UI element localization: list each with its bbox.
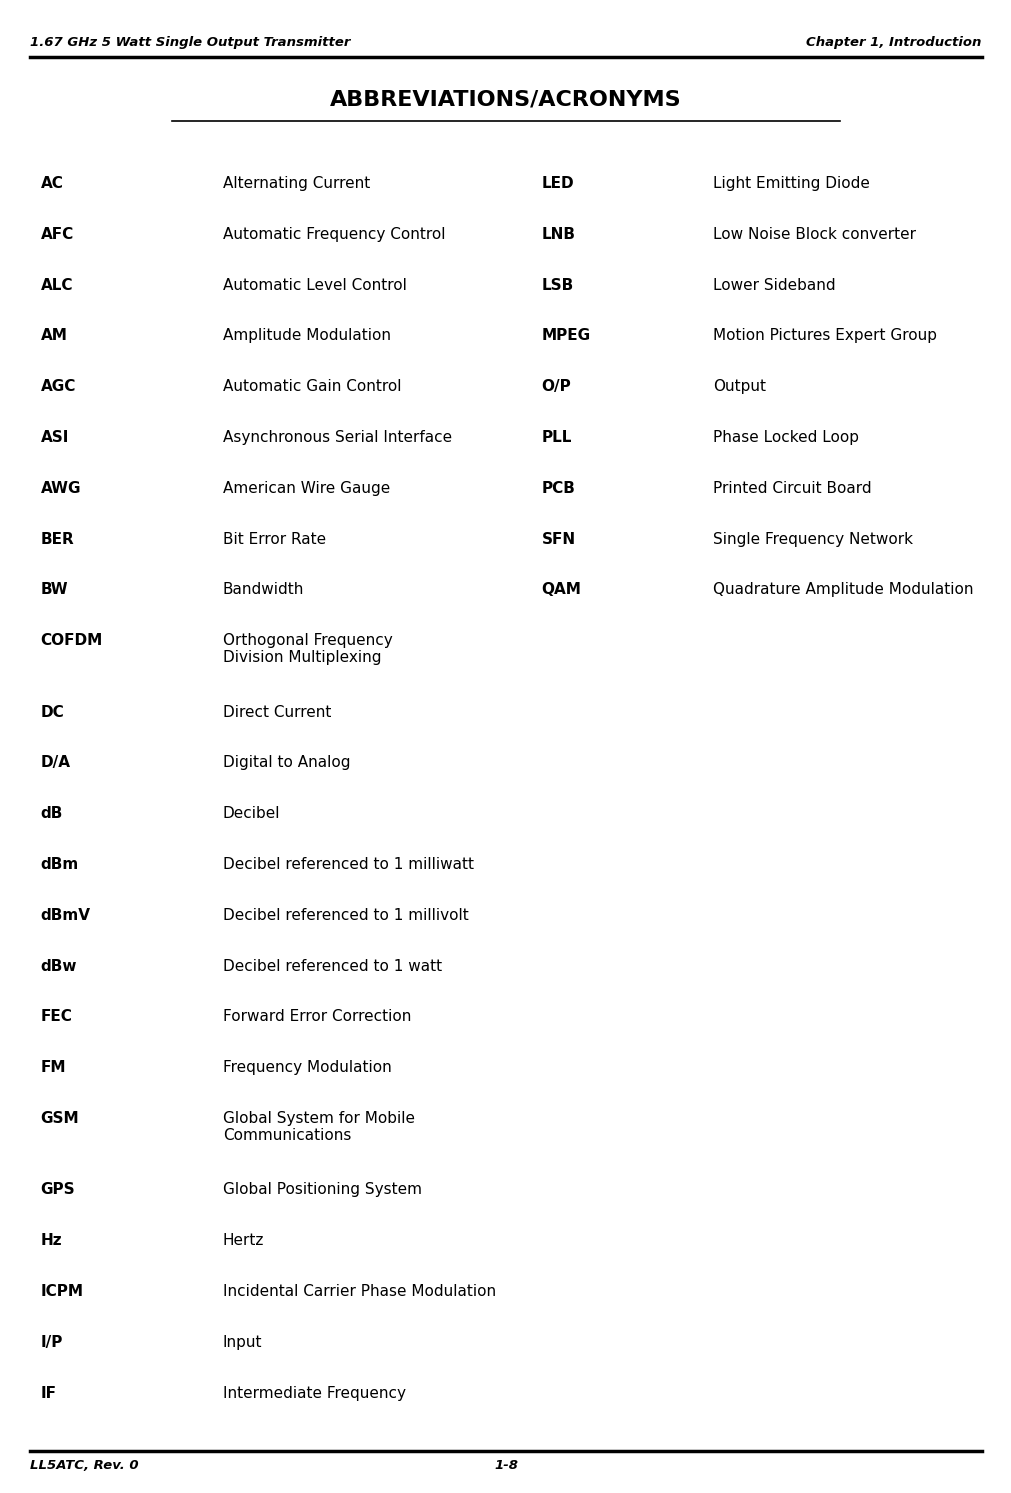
Text: Global System for Mobile
Communications: Global System for Mobile Communications (222, 1111, 415, 1144)
Text: Intermediate Frequency: Intermediate Frequency (222, 1386, 405, 1400)
Text: Hertz: Hertz (222, 1233, 264, 1248)
Text: GSM: GSM (40, 1111, 79, 1126)
Text: AM: AM (40, 328, 68, 343)
Text: 1-8: 1-8 (493, 1459, 518, 1472)
Text: I/P: I/P (40, 1335, 63, 1350)
Text: Chapter 1, Introduction: Chapter 1, Introduction (806, 36, 981, 49)
Text: Automatic Frequency Control: Automatic Frequency Control (222, 227, 445, 242)
Text: Bit Error Rate: Bit Error Rate (222, 532, 326, 546)
Text: Asynchronous Serial Interface: Asynchronous Serial Interface (222, 430, 451, 445)
Text: Decibel: Decibel (222, 806, 280, 821)
Text: ASI: ASI (40, 430, 69, 445)
Text: Hz: Hz (40, 1233, 62, 1248)
Text: dBm: dBm (40, 857, 79, 872)
Text: MPEG: MPEG (541, 328, 590, 343)
Text: Incidental Carrier Phase Modulation: Incidental Carrier Phase Modulation (222, 1284, 495, 1299)
Text: Direct Current: Direct Current (222, 705, 331, 720)
Text: Bandwidth: Bandwidth (222, 582, 303, 597)
Text: Light Emitting Diode: Light Emitting Diode (713, 176, 869, 191)
Text: Quadrature Amplitude Modulation: Quadrature Amplitude Modulation (713, 582, 973, 597)
Text: AWG: AWG (40, 481, 81, 496)
Text: Decibel referenced to 1 millivolt: Decibel referenced to 1 millivolt (222, 908, 468, 923)
Text: Amplitude Modulation: Amplitude Modulation (222, 328, 390, 343)
Text: Digital to Analog: Digital to Analog (222, 755, 350, 770)
Text: ALC: ALC (40, 278, 73, 293)
Text: Orthogonal Frequency
Division Multiplexing: Orthogonal Frequency Division Multiplexi… (222, 633, 392, 666)
Text: Input: Input (222, 1335, 262, 1350)
Text: BER: BER (40, 532, 74, 546)
Text: PCB: PCB (541, 481, 574, 496)
Text: ICPM: ICPM (40, 1284, 83, 1299)
Text: PLL: PLL (541, 430, 571, 445)
Text: FEC: FEC (40, 1009, 72, 1024)
Text: QAM: QAM (541, 582, 580, 597)
Text: LED: LED (541, 176, 573, 191)
Text: Decibel referenced to 1 watt: Decibel referenced to 1 watt (222, 959, 442, 973)
Text: Output: Output (713, 379, 765, 394)
Text: D/A: D/A (40, 755, 71, 770)
Text: FM: FM (40, 1060, 66, 1075)
Text: Low Noise Block converter: Low Noise Block converter (713, 227, 916, 242)
Text: Single Frequency Network: Single Frequency Network (713, 532, 913, 546)
Text: Decibel referenced to 1 milliwatt: Decibel referenced to 1 milliwatt (222, 857, 473, 872)
Text: LSB: LSB (541, 278, 573, 293)
Text: AGC: AGC (40, 379, 76, 394)
Text: Global Positioning System: Global Positioning System (222, 1182, 422, 1197)
Text: Frequency Modulation: Frequency Modulation (222, 1060, 391, 1075)
Text: LL5ATC, Rev. 0: LL5ATC, Rev. 0 (30, 1459, 139, 1472)
Text: 1.67 GHz 5 Watt Single Output Transmitter: 1.67 GHz 5 Watt Single Output Transmitte… (30, 36, 351, 49)
Text: American Wire Gauge: American Wire Gauge (222, 481, 389, 496)
Text: COFDM: COFDM (40, 633, 103, 648)
Text: LNB: LNB (541, 227, 575, 242)
Text: Phase Locked Loop: Phase Locked Loop (713, 430, 858, 445)
Text: Motion Pictures Expert Group: Motion Pictures Expert Group (713, 328, 936, 343)
Text: Lower Sideband: Lower Sideband (713, 278, 835, 293)
Text: IF: IF (40, 1386, 57, 1400)
Text: Automatic Level Control: Automatic Level Control (222, 278, 406, 293)
Text: dBmV: dBmV (40, 908, 90, 923)
Text: BW: BW (40, 582, 68, 597)
Text: O/P: O/P (541, 379, 570, 394)
Text: DC: DC (40, 705, 64, 720)
Text: dBw: dBw (40, 959, 77, 973)
Text: Alternating Current: Alternating Current (222, 176, 370, 191)
Text: Automatic Gain Control: Automatic Gain Control (222, 379, 400, 394)
Text: GPS: GPS (40, 1182, 75, 1197)
Text: ABBREVIATIONS/ACRONYMS: ABBREVIATIONS/ACRONYMS (330, 90, 681, 109)
Text: Forward Error Correction: Forward Error Correction (222, 1009, 410, 1024)
Text: Printed Circuit Board: Printed Circuit Board (713, 481, 871, 496)
Text: dB: dB (40, 806, 63, 821)
Text: AFC: AFC (40, 227, 74, 242)
Text: AC: AC (40, 176, 64, 191)
Text: SFN: SFN (541, 532, 575, 546)
